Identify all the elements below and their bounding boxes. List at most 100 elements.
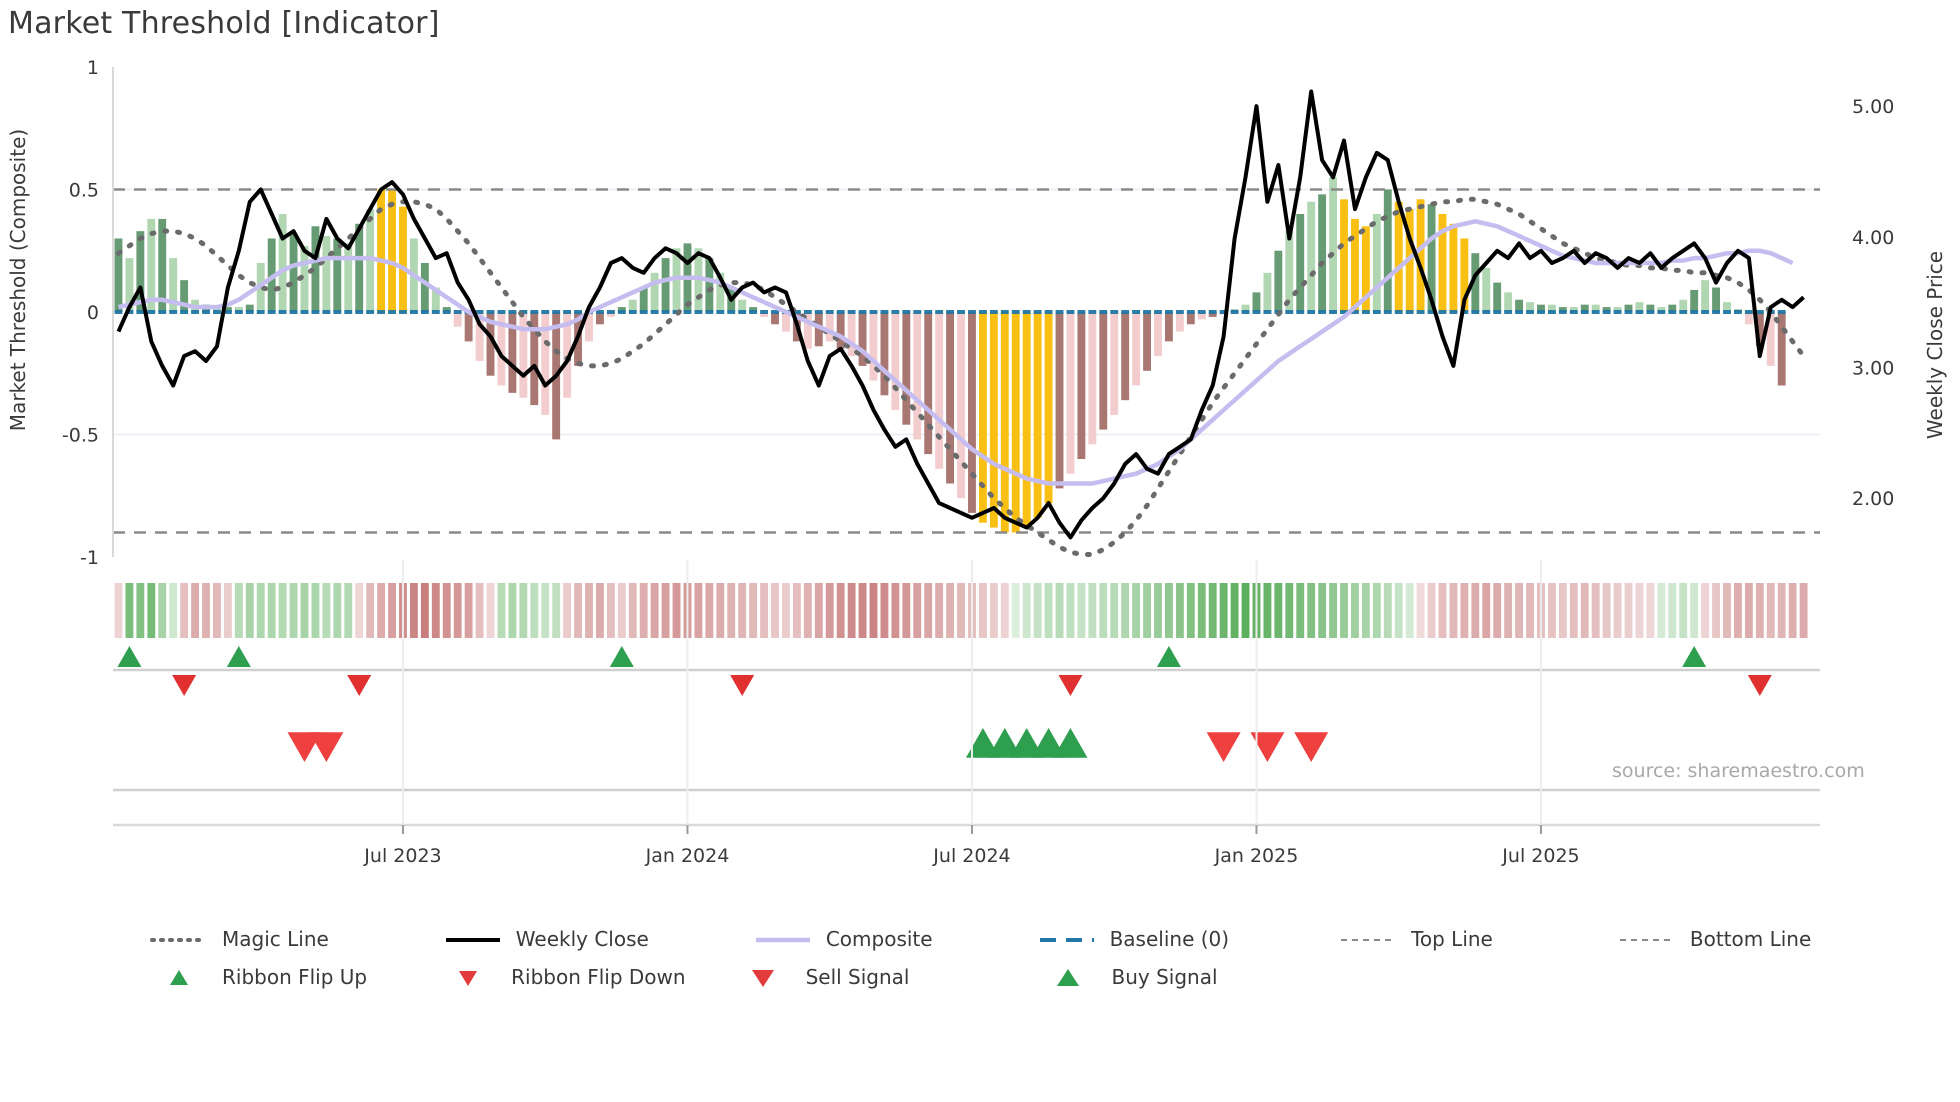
ribbon-flip-up-marker: [609, 646, 634, 667]
baseline-tick: [1537, 310, 1545, 314]
threshold-bar: [585, 312, 593, 342]
ribbon-band: [814, 583, 823, 638]
threshold-bar: [1044, 312, 1053, 504]
baseline-tick: [1723, 310, 1731, 314]
baseline-tick: [792, 310, 801, 314]
legend-item-buy-signal[interactable]: Buy Signal: [1039, 965, 1218, 989]
baseline-tick: [1755, 310, 1764, 314]
threshold-bar: [377, 189, 386, 312]
threshold-bar: [563, 312, 572, 398]
ribbon-band: [617, 583, 626, 638]
threshold-bar: [136, 231, 145, 312]
threshold-bar: [497, 312, 506, 386]
ribbon-band: [1121, 583, 1130, 638]
threshold-bar: [880, 312, 889, 396]
baseline-tick: [749, 310, 758, 314]
ribbon-band: [1449, 583, 1458, 638]
ribbon-flip-down-swatch-icon: [439, 969, 497, 986]
ribbon-band: [1175, 583, 1184, 638]
legend-item-top-line[interactable]: Top Line: [1339, 927, 1493, 951]
baseline-tick: [847, 310, 856, 314]
threshold-bar: [541, 312, 550, 415]
threshold-bar: [1296, 214, 1305, 312]
baseline-tick: [431, 310, 440, 314]
threshold-bar: [1077, 312, 1086, 459]
threshold-bar: [366, 209, 375, 312]
ribbon-band: [322, 583, 331, 638]
ribbon-band: [1219, 583, 1228, 638]
baseline-tick: [147, 310, 156, 314]
legend-item-composite[interactable]: Composite: [754, 927, 933, 951]
sell-signal-marker: [309, 732, 344, 762]
baseline-tick: [344, 310, 353, 314]
ribbon-band: [760, 583, 769, 638]
legend-item-baseline[interactable]: Baseline (0): [1038, 927, 1229, 951]
legend-item-bottom-line[interactable]: Bottom Line: [1618, 927, 1811, 951]
buy-signal-swatch-icon: [1039, 969, 1097, 986]
threshold-bar: [1132, 312, 1141, 386]
threshold-bar: [1022, 312, 1031, 528]
ribbon-band: [1055, 583, 1064, 638]
ribbon-band: [847, 583, 856, 638]
baseline-tick: [420, 310, 429, 314]
ribbon-band: [169, 583, 178, 638]
legend-item-magic-line[interactable]: Magic Line: [150, 927, 329, 951]
threshold-bar: [1493, 282, 1502, 312]
ribbon-band: [924, 583, 933, 638]
baseline-tick: [1329, 310, 1338, 314]
ribbon-band: [595, 583, 604, 638]
legend-item-ribbon-flip-up[interactable]: Ribbon Flip Up: [150, 965, 367, 989]
ribbon-band: [1022, 583, 1031, 638]
baseline-tick: [289, 310, 298, 314]
ribbon-band: [1526, 583, 1534, 638]
chart-legend: Magic Line Weekly Close Composite Baseline …: [0, 920, 1960, 996]
baseline-tick: [1405, 310, 1414, 314]
ribbon-band: [234, 583, 243, 638]
legend-item-weekly-close[interactable]: Weekly Close: [444, 927, 649, 951]
legend-item-sell-signal[interactable]: Sell Signal: [734, 965, 909, 989]
baseline-tick: [803, 310, 812, 314]
baseline-tick: [1668, 310, 1677, 314]
legend-item-ribbon-flip-down[interactable]: Ribbon Flip Down: [439, 965, 686, 989]
threshold-bar: [705, 258, 714, 312]
baseline-tick: [1416, 310, 1425, 314]
threshold-bar: [1066, 312, 1075, 474]
sell-signal-marker: [287, 732, 322, 762]
threshold-bar: [1755, 312, 1764, 347]
ribbon-band: [377, 583, 386, 638]
baseline-tick: [213, 310, 221, 314]
ribbon-band: [1515, 583, 1524, 638]
ribbon-band: [661, 583, 670, 638]
ribbon-flip-down-marker: [347, 675, 372, 696]
threshold-bar: [234, 307, 243, 312]
baseline-tick: [1679, 310, 1688, 314]
threshold-bar: [1602, 307, 1611, 312]
baseline-tick: [1383, 310, 1392, 314]
weekly-close-swatch-icon: [444, 931, 502, 947]
ribbon-flip-up-marker: [1156, 646, 1181, 667]
threshold-bar: [245, 304, 254, 312]
y-tick-left: -0.5: [62, 425, 99, 447]
baseline-tick: [902, 310, 911, 314]
ribbon-band: [1351, 583, 1359, 638]
baseline-tick: [377, 310, 386, 314]
ribbon-band: [1197, 583, 1206, 638]
threshold-bar: [114, 238, 123, 312]
ribbon-band: [213, 583, 221, 638]
baseline-tick: [256, 310, 265, 314]
threshold-bar: [1340, 199, 1348, 312]
ribbon-band: [716, 583, 725, 638]
ribbon-band: [1186, 583, 1195, 638]
threshold-bar: [1504, 292, 1513, 312]
baseline-tick: [825, 310, 834, 314]
ribbon-band: [114, 583, 123, 638]
threshold-bar: [1657, 307, 1666, 312]
magic-line: [116, 196, 1807, 557]
threshold-bar: [1154, 312, 1162, 357]
ribbon-band: [1394, 583, 1403, 638]
threshold-bar: [1307, 201, 1316, 312]
baseline-tick: [1438, 310, 1447, 314]
threshold-bar: [1668, 304, 1677, 312]
threshold-bar: [1394, 201, 1403, 312]
baseline-tick: [1361, 310, 1370, 314]
